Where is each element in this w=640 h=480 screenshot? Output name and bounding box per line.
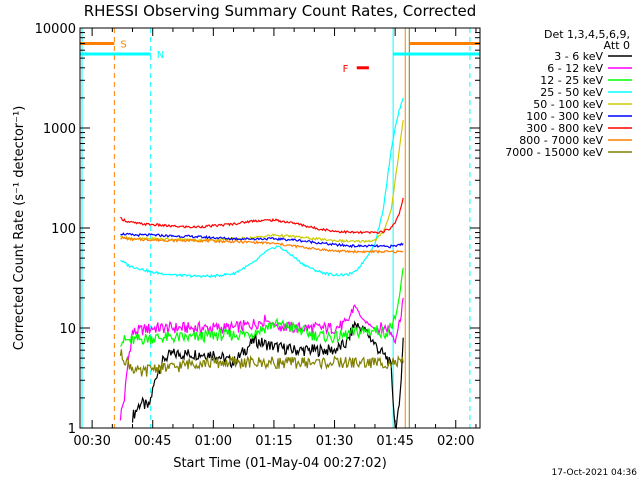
rhessi-count-rate-chart: RHESSI Observing Summary Count Rates, Co… [0,0,640,480]
y-axis: 1 10 100 1000 10000 [35,22,480,437]
x-tick-label: 01:15 [255,434,292,449]
flag-label: N [157,50,164,61]
x-tick-label: 00:45 [134,434,171,449]
y-tick-label: 1000 [43,122,76,137]
series-line [120,98,403,277]
footer-timestamp: 17-Oct-2021 04:36 [552,468,638,478]
x-tick-label: 01:45 [376,434,413,449]
y-tick-label: 10 [59,322,76,337]
flag-label: F [343,64,349,75]
chart-title: RHESSI Observing Summary Count Rates, Co… [84,2,477,20]
y-axis-label: Corrected Count Rate (s⁻¹ detector⁻¹) [12,106,27,351]
legend-label: 7000 - 15000 keV [505,146,603,159]
legend-header: Att 0 [604,39,630,52]
x-tick-label: 00:30 [73,434,110,449]
x-tick-label: 01:00 [195,434,232,449]
y-tick-label: 1 [68,422,76,437]
y-tick-label: 10000 [35,22,76,37]
x-tick-label: 02:00 [437,434,474,449]
plot-area: S N F [80,28,480,428]
x-axis-label: Start Time (01-May-04 00:27:02) [173,456,387,471]
y-tick-label: 100 [51,222,76,237]
series-line [120,349,403,376]
x-tick-label: 01:30 [316,434,353,449]
flag-label: S [120,39,126,50]
series-line [120,268,403,346]
series-line [120,198,403,234]
